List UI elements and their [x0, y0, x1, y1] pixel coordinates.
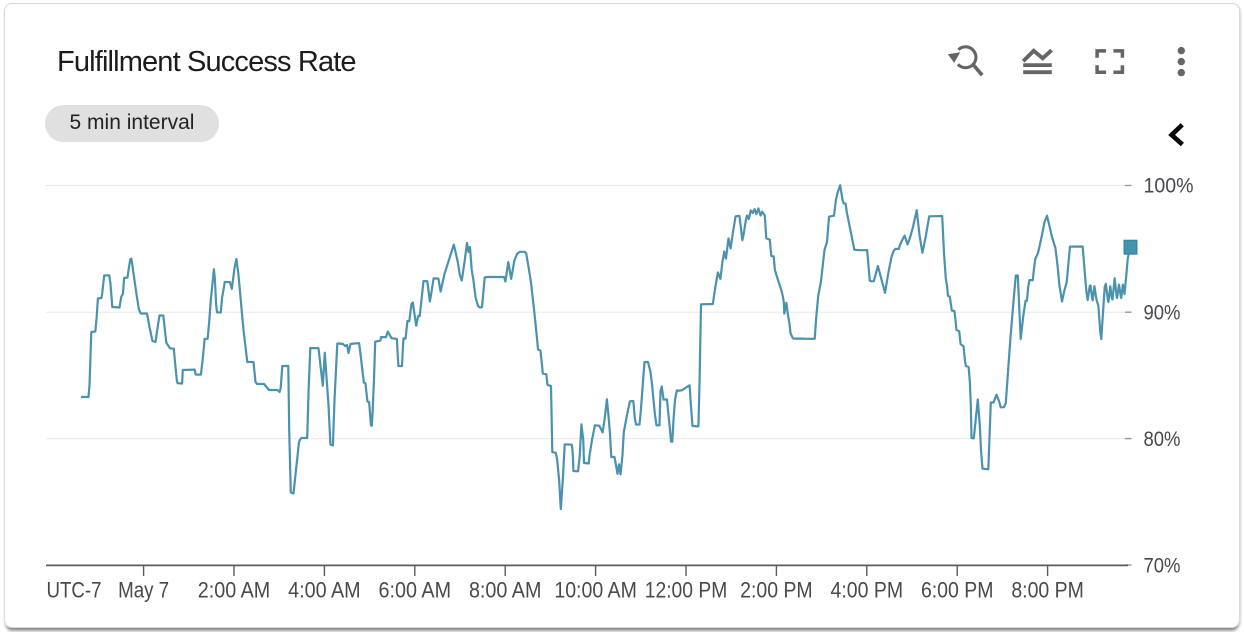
svg-text:4:00 PM: 4:00 PM	[831, 578, 904, 603]
svg-text:2:00 PM: 2:00 PM	[740, 578, 813, 603]
svg-text:10:00 AM: 10:00 AM	[554, 578, 637, 603]
svg-text:4:00 AM: 4:00 AM	[288, 578, 361, 603]
svg-text:May 7: May 7	[118, 578, 169, 603]
svg-text:8:00 AM: 8:00 AM	[469, 578, 542, 603]
svg-text:2:00 AM: 2:00 AM	[198, 578, 271, 603]
svg-text:70%: 70%	[1144, 554, 1181, 578]
svg-text:100%: 100%	[1144, 174, 1194, 198]
svg-text:80%: 80%	[1144, 427, 1181, 451]
svg-text:90%: 90%	[1144, 300, 1181, 324]
svg-text:UTC-7: UTC-7	[47, 578, 102, 603]
svg-text:12:00 PM: 12:00 PM	[645, 578, 728, 603]
svg-text:6:00 AM: 6:00 AM	[379, 578, 452, 603]
svg-text:6:00 PM: 6:00 PM	[921, 578, 994, 603]
svg-text:8:00 PM: 8:00 PM	[1011, 578, 1084, 603]
